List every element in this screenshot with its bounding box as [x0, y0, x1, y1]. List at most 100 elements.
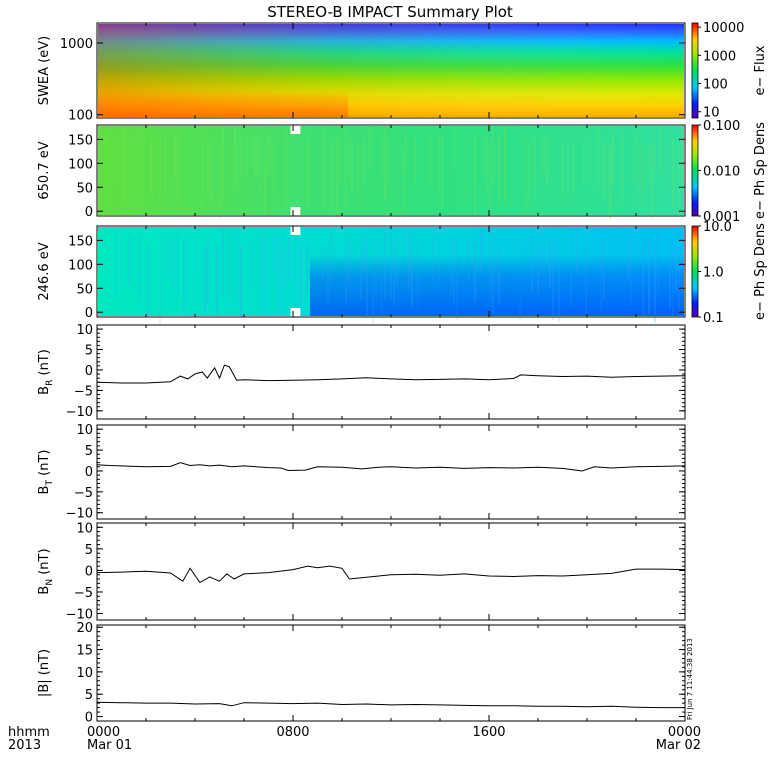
- colorbar-tick-label: 0.1: [703, 311, 724, 326]
- texture-stripe: [222, 130, 224, 199]
- y-tick-label: 100: [68, 157, 93, 172]
- texture-stripe: [228, 229, 230, 302]
- colorbar: [691, 22, 699, 119]
- texture-stripe: [126, 135, 128, 216]
- colorbar-tick-label: 0.100: [703, 119, 740, 134]
- texture-stripe: [411, 247, 413, 306]
- colorbar-label: e− Ph Sp Dens: [753, 122, 768, 219]
- texture-stripe: [288, 236, 290, 279]
- texture-stripe: [486, 131, 488, 193]
- colorbar-tick-label: 10000: [703, 21, 744, 36]
- texture-stripe: [519, 133, 521, 198]
- time-tick-label: 0000: [87, 725, 120, 740]
- texture-stripe: [567, 139, 569, 196]
- texture-stripe: [471, 131, 473, 180]
- texture-stripe: [543, 234, 545, 303]
- texture-stripe: [621, 134, 623, 208]
- texture-stripe: [672, 138, 674, 207]
- texture-stripe: [237, 232, 239, 306]
- texture-stripe: [273, 233, 275, 276]
- texture-stripe: [483, 136, 485, 180]
- time-axis-row2-label: 2013: [8, 738, 41, 753]
- texture-stripe: [204, 243, 206, 313]
- y-tick-label: 100: [68, 258, 93, 273]
- texture-stripe: [489, 138, 491, 206]
- y-tick-label: 10: [76, 666, 93, 681]
- texture-stripe: [285, 247, 287, 288]
- colorbar-label: e− Ph Sp Dens: [753, 223, 768, 320]
- texture-stripe: [282, 241, 284, 318]
- y-tick-label: −5: [74, 586, 93, 601]
- y-tick-label: 50: [76, 282, 93, 297]
- texture-stripe: [402, 228, 404, 275]
- texture-stripe: [306, 242, 308, 292]
- texture-stripe: [234, 127, 236, 189]
- texture-stripe: [174, 132, 176, 180]
- texture-stripe: [600, 242, 602, 314]
- texture-stripe: [117, 140, 119, 185]
- texture-stripe: [549, 241, 551, 288]
- texture-stripe: [387, 137, 389, 187]
- texture-stripe: [534, 136, 536, 198]
- texture-stripe: [333, 144, 335, 214]
- texture-stripe: [348, 239, 350, 285]
- y-tick-label: 5: [85, 688, 93, 703]
- texture-stripe: [294, 246, 296, 291]
- texture-stripe: [231, 143, 233, 188]
- texture-stripe: [492, 236, 494, 313]
- texture-stripe: [363, 236, 365, 282]
- texture-stripe: [405, 131, 407, 174]
- texture-stripe: [114, 231, 116, 299]
- texture-stripe: [345, 245, 347, 305]
- spectrogram-fills: [98, 24, 684, 316]
- texture-stripe: [246, 134, 248, 181]
- texture-stripe: [576, 228, 578, 273]
- texture-stripe: [273, 139, 275, 196]
- texture-stripe: [474, 133, 476, 215]
- texture-stripe: [531, 228, 533, 291]
- texture-stripe: [681, 129, 683, 181]
- y-axis-label: 246.6 eV: [37, 242, 52, 300]
- y-axis-label-sub: N: [45, 579, 55, 586]
- texture-stripe: [306, 136, 308, 206]
- texture-stripe: [165, 135, 167, 195]
- texture-stripe: [207, 134, 209, 198]
- texture-stripe: [351, 242, 353, 303]
- texture-stripe: [582, 141, 584, 183]
- texture-stripe: [639, 146, 641, 212]
- time-tick-label: 0800: [276, 725, 309, 740]
- y-axis-label-sub: R: [45, 380, 55, 386]
- series-line: [96, 462, 686, 472]
- y-tick-label: 0: [85, 364, 93, 379]
- texture-stripe: [129, 138, 131, 205]
- texture-stripe: [675, 243, 677, 293]
- texture-stripe: [138, 234, 140, 304]
- texture-stripe: [573, 136, 575, 193]
- texture-stripe: [198, 133, 200, 187]
- colorbars: 10 100 1000 10000 e− Flux 0.001 0.010 0.100 e− P…: [691, 21, 768, 326]
- y-tick-label: −10: [66, 405, 93, 420]
- y-axis-label-sub: T: [45, 480, 55, 487]
- texture-stripe: [186, 238, 188, 304]
- y-axis-label-unit: (nT): [37, 450, 52, 480]
- y-tick-label: 0: [85, 465, 93, 480]
- texture-stripe: [177, 132, 179, 204]
- texture-stripe: [417, 242, 419, 310]
- texture-stripe: [450, 236, 452, 298]
- data-gap-top: [290, 126, 301, 134]
- texture-stripe: [159, 243, 161, 326]
- plot-title: STEREO-B IMPACT Summary Plot: [267, 3, 513, 21]
- data-gap-bottom: [290, 207, 301, 215]
- texture-stripe: [429, 138, 431, 182]
- texture-stripe: [531, 129, 533, 181]
- texture-stripe: [369, 127, 371, 167]
- texture-stripe: [216, 245, 218, 315]
- y-axis-label: |B| (nT): [37, 649, 52, 697]
- texture-stripe: [396, 232, 398, 287]
- colorbar-tick-label: 1000: [703, 49, 736, 64]
- y-tick-label: 0: [85, 564, 93, 579]
- texture-stripe: [108, 144, 110, 208]
- texture-stripe: [363, 136, 365, 185]
